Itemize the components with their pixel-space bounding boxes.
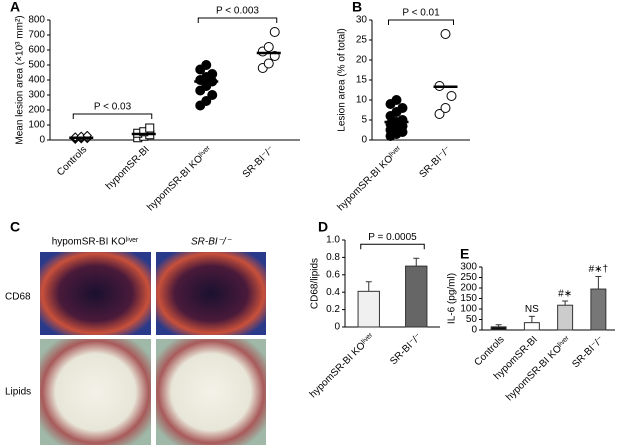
micrograph <box>156 339 266 445</box>
x-tick-label: hypomSR-BI KOˡⁱᵛᵉʳ <box>308 331 377 400</box>
bracket <box>197 17 278 23</box>
bar <box>357 290 380 328</box>
x-tick-label: hypomSR-BI KOˡⁱᵛᵉʳ <box>335 144 404 213</box>
y-tick-label: 30 <box>356 15 368 26</box>
y-tick-label: 5 <box>361 115 367 126</box>
x-tick-label: SR-BI⁻/⁻ <box>417 144 453 180</box>
y-tick-label: 1.0 <box>326 235 340 246</box>
y-tick-label: 100 <box>28 120 45 131</box>
y-tick-label: 0 <box>334 322 340 333</box>
bar <box>557 304 574 331</box>
point <box>391 95 402 105</box>
bar <box>405 265 428 328</box>
point <box>207 90 218 100</box>
y-tick-label: 800 <box>28 15 45 26</box>
y-tick-label: 0.4 <box>326 287 340 298</box>
point <box>446 91 457 101</box>
point <box>201 96 212 106</box>
y-axis-label: Lesion area (% of total) <box>337 28 348 131</box>
micrograph <box>156 252 266 335</box>
panel-label: D <box>318 219 328 235</box>
bracket-label: P = 0.0005 <box>368 232 417 243</box>
micrograph <box>40 252 151 335</box>
y-tick-label: 20 <box>356 55 368 66</box>
micrograph <box>40 339 151 445</box>
y-tick-label: 25 <box>356 35 368 46</box>
row-label: Lipids <box>5 387 31 398</box>
point <box>269 27 280 37</box>
x-tick-label: hypomSR-BI <box>104 144 152 192</box>
x-tick-label: Controls <box>472 334 506 368</box>
point <box>440 29 451 39</box>
bracket <box>388 19 454 25</box>
y-tick-label: 0.6 <box>326 269 340 280</box>
y-tick-label: 300 <box>460 262 477 273</box>
y-tick-label: 100 <box>460 304 477 315</box>
y-tick-label: 0 <box>361 135 367 146</box>
point <box>397 103 408 113</box>
x-tick-label: hypomSR-BI KOˡⁱᵛᵉʳ <box>504 334 573 403</box>
bracket <box>360 243 425 250</box>
point <box>434 109 445 119</box>
y-tick-label: 300 <box>28 90 45 101</box>
row-label: CD68 <box>5 292 31 303</box>
bar-note: NS <box>525 304 539 315</box>
panel-label: E <box>460 246 469 262</box>
x-tick-label: SR-BI⁻/⁻ <box>570 334 606 370</box>
y-tick-label: 50 <box>466 314 478 325</box>
panel-label: B <box>352 0 362 15</box>
bar <box>590 288 607 331</box>
bracket <box>72 113 153 119</box>
point <box>263 58 274 69</box>
point <box>440 103 451 113</box>
bar-note: #∗ <box>558 289 572 300</box>
point <box>263 42 274 52</box>
y-tick-label: 15 <box>356 75 368 86</box>
y-tick-label: 500 <box>28 60 45 71</box>
y-axis-label: Mean lesion area (×10³ mm²) <box>15 15 26 144</box>
bar <box>523 322 540 331</box>
x-tick-label: SR-BI⁻/⁻ <box>241 144 277 180</box>
y-tick-label: 0 <box>39 135 45 146</box>
column-label: hypomSR-BI KOˡⁱᵛᵉʳ <box>52 237 139 248</box>
x-tick-label: Controls <box>55 144 89 178</box>
bracket-label: P < 0.01 <box>402 8 440 19</box>
y-tick-label: 0 <box>471 325 477 336</box>
point <box>201 60 212 70</box>
point <box>145 123 155 133</box>
bar <box>490 326 507 331</box>
y-tick-label: 250 <box>460 272 477 283</box>
y-tick-label: 600 <box>28 45 45 56</box>
y-axis-label: IL-6 (pg/ml) <box>447 273 458 324</box>
point <box>207 69 218 79</box>
y-tick-label: 0.8 <box>326 252 340 263</box>
x-tick-label: hypomSR-BI KOˡⁱᵛᵉʳ <box>145 144 214 213</box>
y-tick-label: 10 <box>356 95 368 106</box>
column-label: SR-BI⁻/⁻ <box>191 237 232 248</box>
y-tick-label: 700 <box>28 30 45 41</box>
y-tick-label: 200 <box>460 283 477 294</box>
y-tick-label: 0.2 <box>326 304 340 315</box>
panel-label: A <box>10 0 20 15</box>
y-tick-label: 150 <box>460 293 477 304</box>
panel-label: C <box>10 219 20 235</box>
bracket-label: P < 0.003 <box>216 6 259 17</box>
x-tick-label: SR-BI⁻/⁻ <box>388 331 424 367</box>
y-axis-label: CD68/lipids <box>310 258 321 309</box>
bracket-label: P < 0.03 <box>94 102 132 113</box>
y-tick-label: 400 <box>28 75 45 86</box>
bar-note: #∗† <box>589 264 609 275</box>
y-tick-label: 200 <box>28 105 45 116</box>
